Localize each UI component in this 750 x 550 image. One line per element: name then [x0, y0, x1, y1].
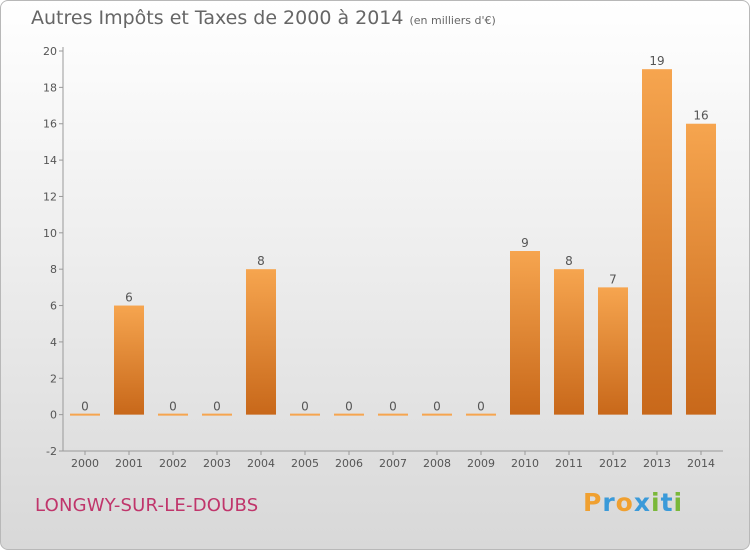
x-tick-label: 2000 — [71, 457, 99, 470]
logo-letter: r — [602, 488, 616, 517]
logo-letter: x — [633, 488, 651, 517]
bar — [686, 123, 716, 415]
bar-value-label: 8 — [257, 254, 265, 268]
y-tick-label: 10 — [43, 227, 57, 240]
y-tick-label: 8 — [50, 263, 57, 276]
logo-letter: P — [583, 488, 603, 517]
x-tick-label: 2007 — [379, 457, 407, 470]
bar — [642, 69, 672, 415]
y-tick-label: 18 — [43, 81, 57, 94]
y-tick-label: 2 — [50, 372, 57, 385]
logo-letter: i — [673, 488, 684, 517]
chart-subtitle: (en milliers d'€) — [409, 14, 496, 27]
x-tick-label: 2005 — [291, 457, 319, 470]
x-tick-label: 2012 — [599, 457, 627, 470]
logo-letter: i — [651, 488, 661, 517]
y-tick-label: 14 — [43, 154, 57, 167]
bar — [290, 413, 320, 416]
x-tick-label: 2001 — [115, 457, 143, 470]
place-name: LONGWY-SUR-LE-DOUBS — [35, 495, 259, 516]
y-tick-label: -2 — [46, 445, 57, 458]
bar-value-label: 0 — [81, 400, 89, 414]
x-tick-label: 2010 — [511, 457, 539, 470]
y-tick-label: 16 — [43, 118, 57, 131]
bar-value-label: 0 — [169, 400, 177, 414]
y-tick-label: 4 — [50, 336, 57, 349]
bar — [554, 269, 584, 415]
bar-value-label: 19 — [649, 54, 664, 68]
bar — [246, 269, 276, 415]
logo-letter: t — [660, 488, 674, 517]
x-tick-label: 2014 — [687, 457, 715, 470]
x-tick-label: 2003 — [203, 457, 231, 470]
bar-value-label: 0 — [477, 400, 485, 414]
bar — [70, 413, 100, 416]
bar-value-label: 16 — [693, 109, 708, 123]
proxiti-logo: Proxiti — [583, 488, 683, 517]
bar — [422, 413, 452, 416]
y-tick-label: 12 — [43, 190, 57, 203]
bar — [510, 251, 540, 415]
bar-value-label: 7 — [609, 272, 617, 286]
bar-value-label: 8 — [565, 254, 573, 268]
chart-title: Autres Impôts et Taxes de 2000 à 2014 (en… — [31, 7, 496, 29]
bar — [466, 413, 496, 416]
bar — [378, 413, 408, 416]
bar-value-label: 0 — [345, 400, 353, 414]
logo-letter: o — [615, 488, 634, 517]
x-tick-label: 2002 — [159, 457, 187, 470]
bar — [598, 287, 628, 415]
y-tick-label: 0 — [50, 409, 57, 422]
bar-value-label: 0 — [433, 400, 441, 414]
bar-value-label: 0 — [213, 400, 221, 414]
bar-value-label: 9 — [521, 236, 529, 250]
y-tick-label: 6 — [50, 300, 57, 313]
bar — [202, 413, 232, 416]
x-tick-label: 2006 — [335, 457, 363, 470]
bar — [334, 413, 364, 416]
bar-value-label: 0 — [389, 400, 397, 414]
x-tick-label: 2013 — [643, 457, 671, 470]
x-tick-label: 2009 — [467, 457, 495, 470]
y-tick-label: 20 — [43, 45, 57, 58]
chart-title-text: Autres Impôts et Taxes de 2000 à 2014 — [31, 7, 404, 29]
bar-value-label: 6 — [125, 291, 133, 305]
bar — [158, 413, 188, 416]
x-tick-label: 2008 — [423, 457, 451, 470]
x-tick-label: 2004 — [247, 457, 275, 470]
bar-value-label: 0 — [301, 400, 309, 414]
bar — [114, 305, 144, 415]
x-tick-label: 2011 — [555, 457, 583, 470]
